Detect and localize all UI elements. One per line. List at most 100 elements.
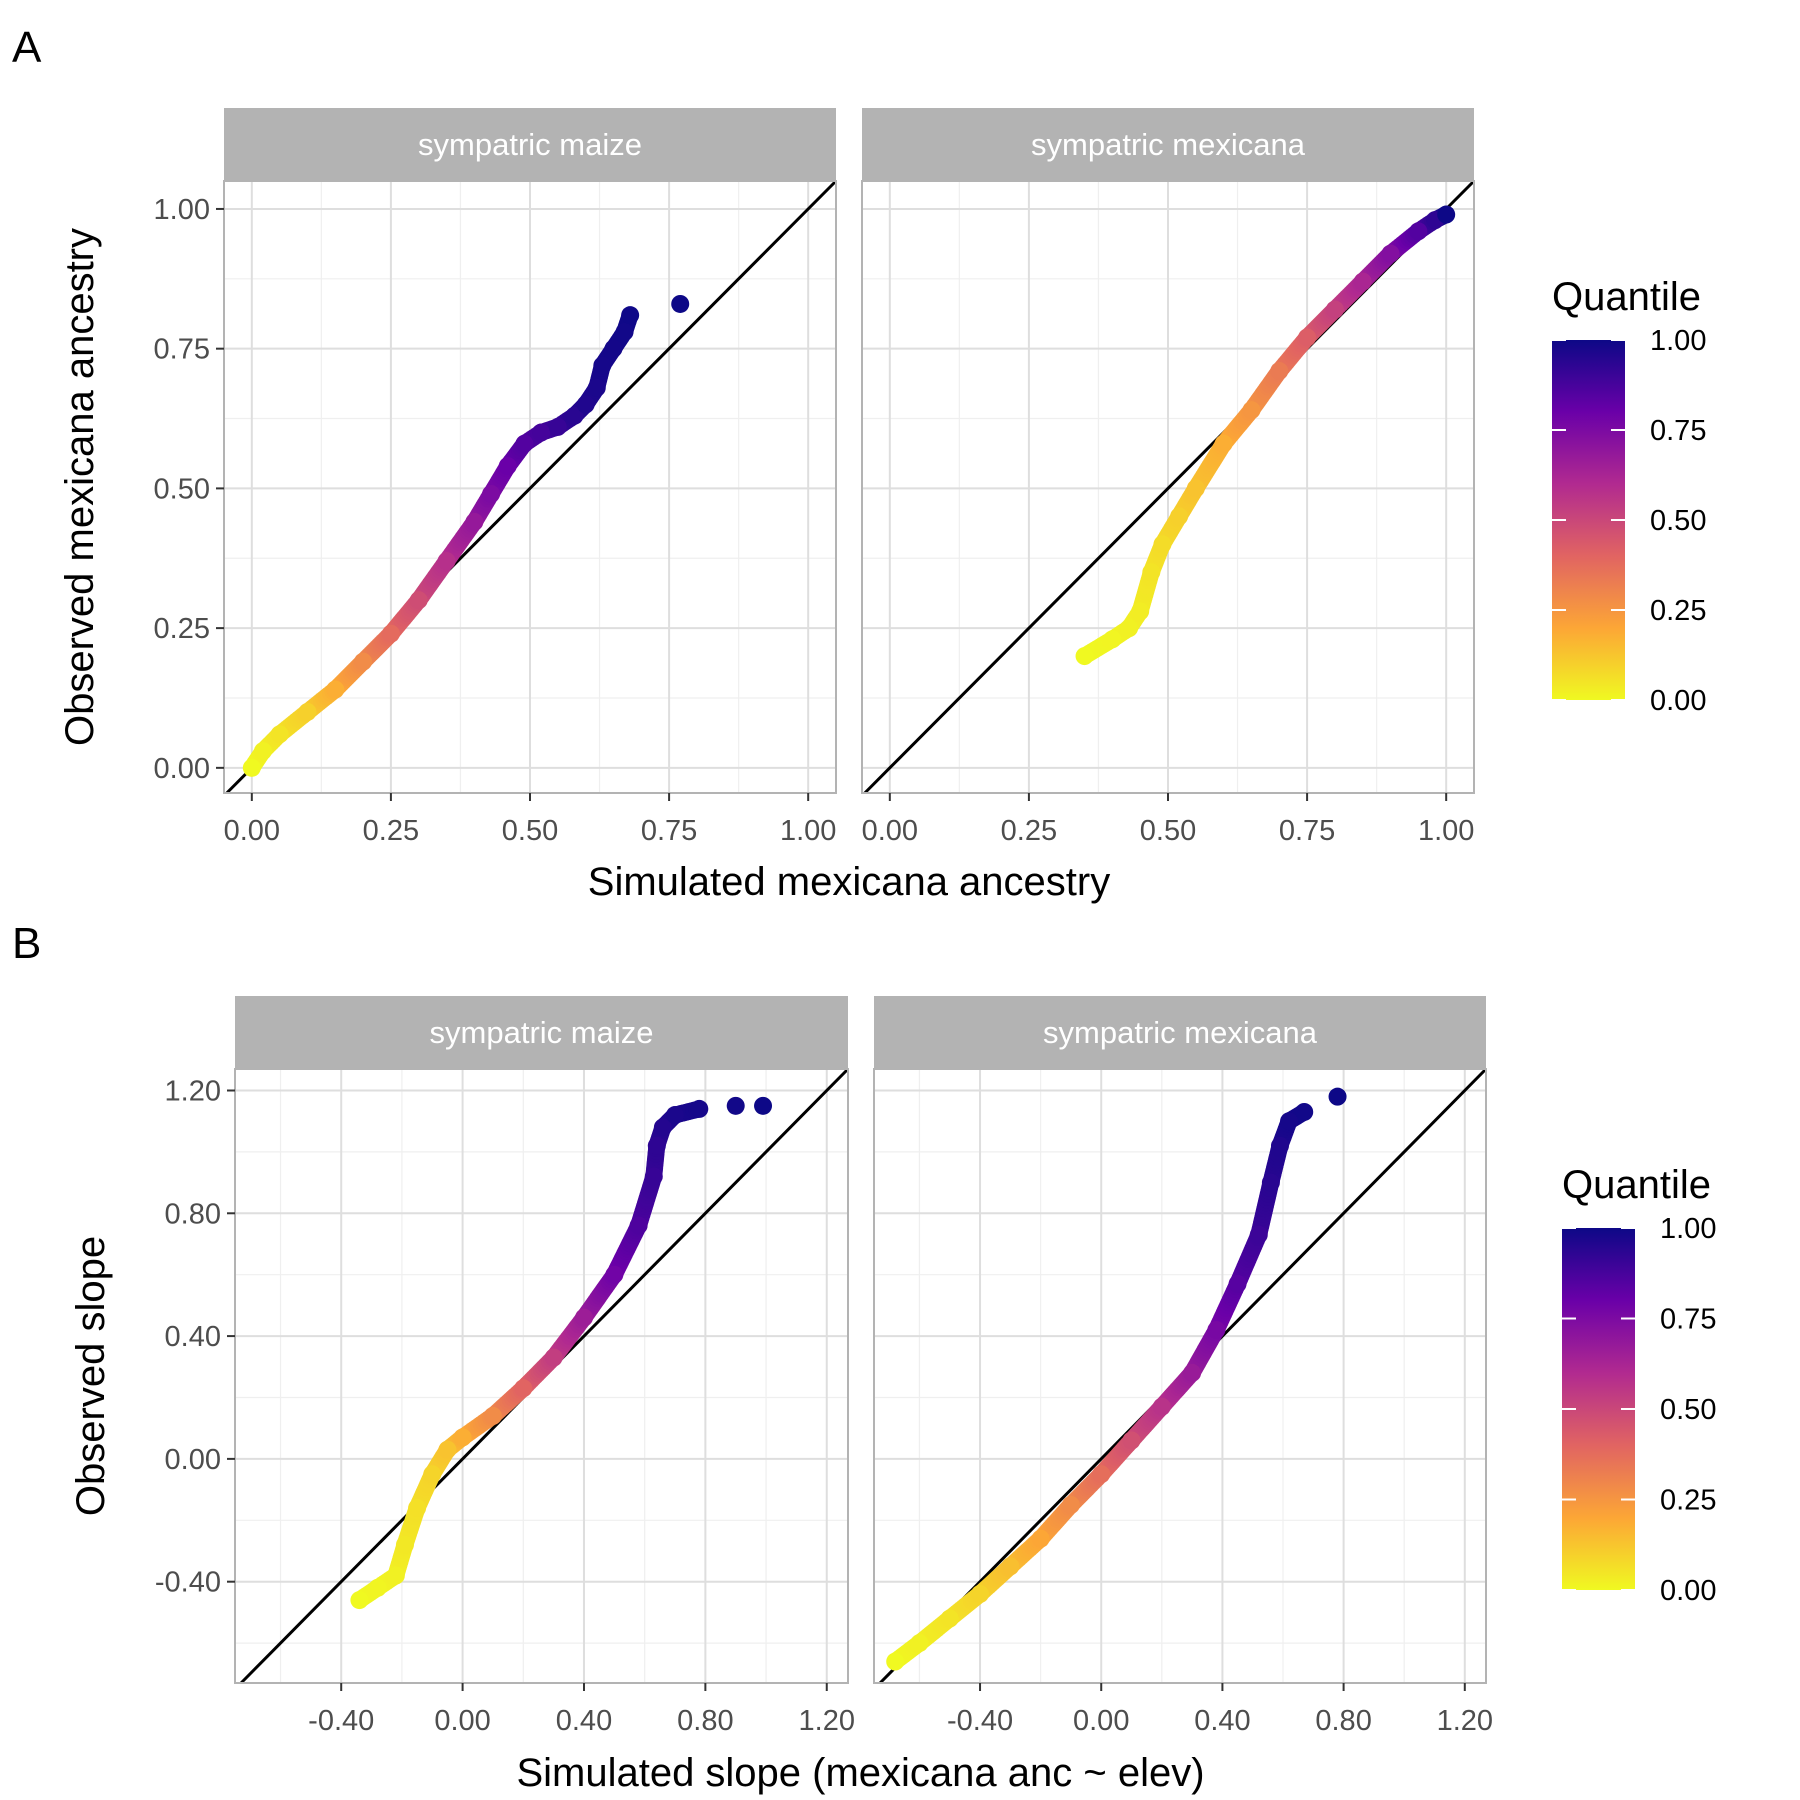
facet-strip <box>224 108 836 180</box>
data-point <box>653 1118 672 1137</box>
data-point <box>1207 1320 1226 1339</box>
data-point <box>647 1136 666 1155</box>
data-point <box>368 1578 387 1597</box>
x-tick-label: 0.00 <box>1073 1705 1129 1737</box>
data-point <box>437 552 456 571</box>
data-point <box>1170 507 1189 526</box>
x-axis-title: Simulated slope (mexicana anc ~ elev) <box>516 1751 1204 1795</box>
data-point <box>1153 535 1172 554</box>
data-point <box>1298 328 1317 347</box>
x-tick-label: 1.20 <box>799 1705 855 1737</box>
data-point <box>438 1440 457 1459</box>
data-point <box>453 1428 472 1447</box>
data-point <box>940 1609 959 1628</box>
legend-tick-label: 0.75 <box>1660 1304 1716 1336</box>
data-point <box>621 306 640 325</box>
data-point <box>1061 1495 1080 1514</box>
data-point <box>423 1465 442 1484</box>
y-tick-label: 0.40 <box>165 1321 221 1353</box>
facet-b-1: sympatric maize -0.40 0.00 0.40 0.80 1.20 -0.4… <box>155 996 855 1737</box>
data-point <box>886 1652 905 1671</box>
legend-tick-label: 0.25 <box>1660 1485 1716 1517</box>
x-axis-title: Simulated mexicana ancestry <box>588 860 1110 904</box>
panel-border <box>873 1068 1487 1684</box>
data-point <box>1152 1397 1171 1416</box>
data-point <box>754 1096 773 1115</box>
x-tick-label: 0.80 <box>1315 1705 1371 1737</box>
legend-tick-label: 0.25 <box>1650 595 1706 627</box>
data-point <box>1261 1173 1280 1192</box>
data-point <box>1092 1465 1111 1484</box>
data-point <box>910 1634 929 1653</box>
data-point <box>605 1265 624 1284</box>
data-point <box>1075 647 1094 666</box>
y-tick-label: 0.00 <box>165 1444 221 1476</box>
data-point <box>548 417 567 436</box>
legend-tick-label: 0.50 <box>1650 505 1706 537</box>
data-point <box>671 294 690 313</box>
facet-a-2: sympatric mexicana 0.00 0.25 0.50 0.75 1.00 <box>861 108 1476 847</box>
color-legend: Quantile 1.00 0.75 0.50 0.25 0.00 <box>1552 275 1706 717</box>
x-tick-label: 0.00 <box>862 815 918 847</box>
data-point <box>1437 205 1456 224</box>
x-tick-label: -0.40 <box>308 1705 374 1737</box>
y-axis-title: Observed slope <box>69 1236 113 1516</box>
data-point <box>482 484 501 503</box>
data-point <box>465 512 484 531</box>
data-point <box>1214 434 1233 453</box>
facet-strip-label: sympatric maize <box>418 127 642 162</box>
y-tick-label: 0.75 <box>154 334 210 366</box>
legend-tick-label: 0.00 <box>1650 685 1706 717</box>
x-tick-label: 0.25 <box>1001 815 1057 847</box>
x-tick-label: 0.40 <box>556 1705 612 1737</box>
data-point <box>587 378 606 397</box>
data-point <box>395 1535 414 1554</box>
legend-tick-label: 1.00 <box>1650 325 1706 357</box>
data-point <box>1120 619 1139 638</box>
data-point <box>1031 1529 1050 1548</box>
facet-a-1: sympatric maize 0.00 0.25 0.50 0.75 1.00 0.00 0… <box>154 108 838 847</box>
y-tick-label: 0.00 <box>154 753 210 785</box>
facet-strip <box>862 108 1474 180</box>
data-point <box>350 1591 369 1610</box>
data-point <box>574 1308 593 1327</box>
data-point <box>1183 1363 1202 1382</box>
panel-border <box>234 1068 849 1684</box>
data-point <box>690 1099 709 1118</box>
data-point <box>483 1406 502 1425</box>
data-point <box>1249 1225 1268 1244</box>
y-tick-label: 0.25 <box>154 613 210 645</box>
data-point <box>515 434 534 453</box>
data-point <box>576 395 595 414</box>
x-tick-label: 0.00 <box>434 1705 490 1737</box>
data-point <box>1328 1087 1347 1106</box>
panel-letter-a: A <box>12 23 42 72</box>
data-point <box>498 457 517 476</box>
y-tick-label: 1.00 <box>154 194 210 226</box>
data-point <box>726 1096 745 1115</box>
facet-strip-label: sympatric mexicana <box>1031 127 1306 162</box>
legend-tick-label: 0.00 <box>1660 1575 1716 1607</box>
data-point <box>1353 272 1372 291</box>
x-tick-label: 0.80 <box>677 1705 733 1737</box>
data-point <box>544 1348 563 1367</box>
data-point <box>1409 222 1428 241</box>
legend-title: Quantile <box>1552 275 1701 319</box>
data-point <box>1142 563 1161 582</box>
facet-strip-label: sympatric maize <box>430 1015 654 1050</box>
legend-tick-label: 0.75 <box>1650 415 1706 447</box>
data-point <box>270 725 289 744</box>
facet-strip-label: sympatric mexicana <box>1043 1015 1318 1050</box>
data-point <box>381 624 400 643</box>
data-point <box>615 322 634 341</box>
data-point <box>1122 1431 1141 1450</box>
y-tick-label: 0.80 <box>165 1198 221 1230</box>
y-tick-label: 0.50 <box>154 473 210 505</box>
data-point <box>514 1379 533 1398</box>
color-legend: Quantile 1.00 0.75 0.50 0.25 0.00 <box>1562 1163 1716 1607</box>
data-point <box>386 1566 405 1585</box>
data-point <box>644 1167 663 1186</box>
x-tick-label: 0.50 <box>1140 815 1196 847</box>
x-tick-label: 0.00 <box>224 815 280 847</box>
data-point <box>253 742 272 761</box>
